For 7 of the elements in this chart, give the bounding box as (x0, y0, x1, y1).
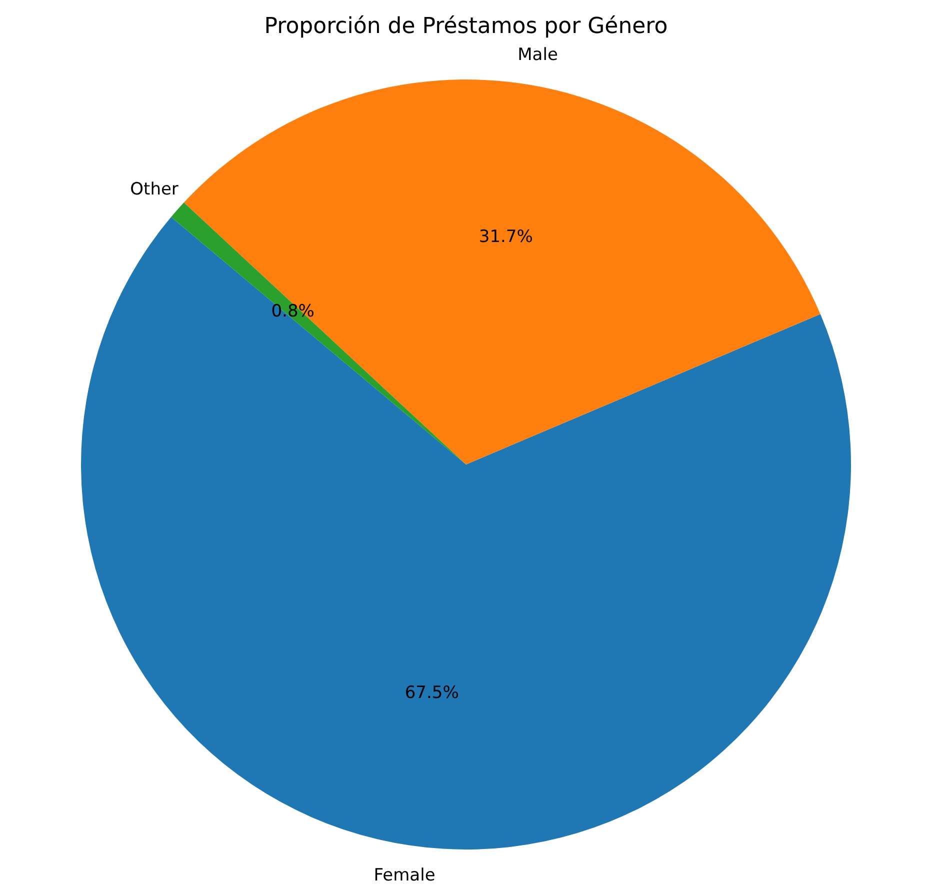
slice-label: Male (518, 44, 558, 65)
chart-title: Proporción de Préstamos por Género (264, 14, 668, 39)
slice-label: Other (130, 179, 178, 200)
data-label: 0.8% (271, 302, 314, 322)
data-label: 31.7% (478, 226, 533, 247)
slice-label: Female (374, 866, 436, 886)
data-label: 67.5% (404, 682, 459, 703)
